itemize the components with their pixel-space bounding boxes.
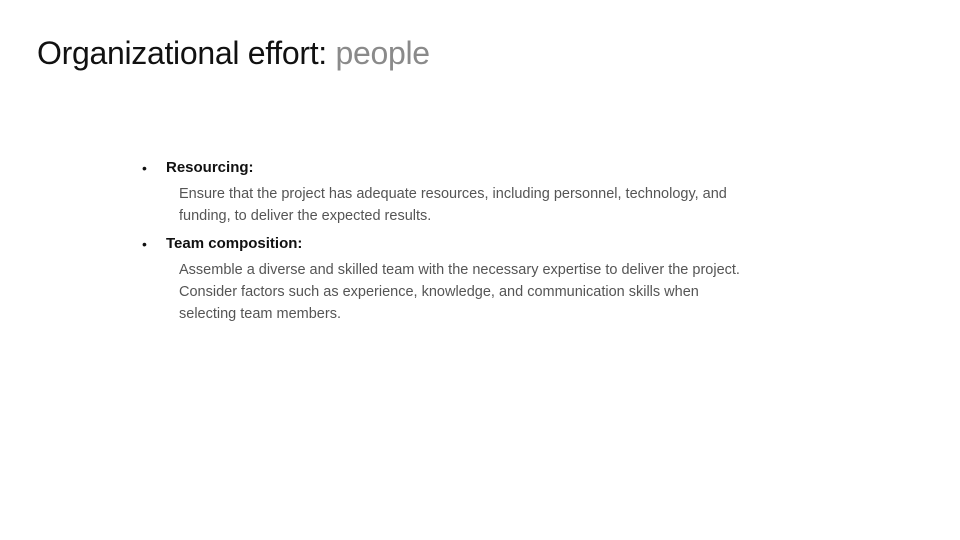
bullet-description: Ensure that the project has adequate res… — [179, 186, 727, 224]
slide-title: Organizational effort: people — [37, 33, 430, 73]
bullet-dot: • — [142, 160, 147, 176]
bullet-team-composition: • Team composition: Assemble a diverse a… — [142, 231, 782, 325]
bullet-heading: Team composition: — [166, 235, 303, 252]
title-main: Organizational effort: — [37, 35, 327, 71]
bullet-list: • Resourcing: Ensure that the project ha… — [142, 155, 782, 329]
bullet-dot: • — [142, 236, 147, 252]
bullet-head: • Resourcing: — [142, 155, 782, 181]
title-accent: people — [335, 35, 430, 71]
bullet-heading: Resourcing: — [166, 159, 254, 176]
bullet-description: Assemble a diverse and skilled team with… — [179, 262, 740, 322]
bullet-resourcing: • Resourcing: Ensure that the project ha… — [142, 155, 782, 227]
bullet-head: • Team composition: — [142, 231, 782, 257]
